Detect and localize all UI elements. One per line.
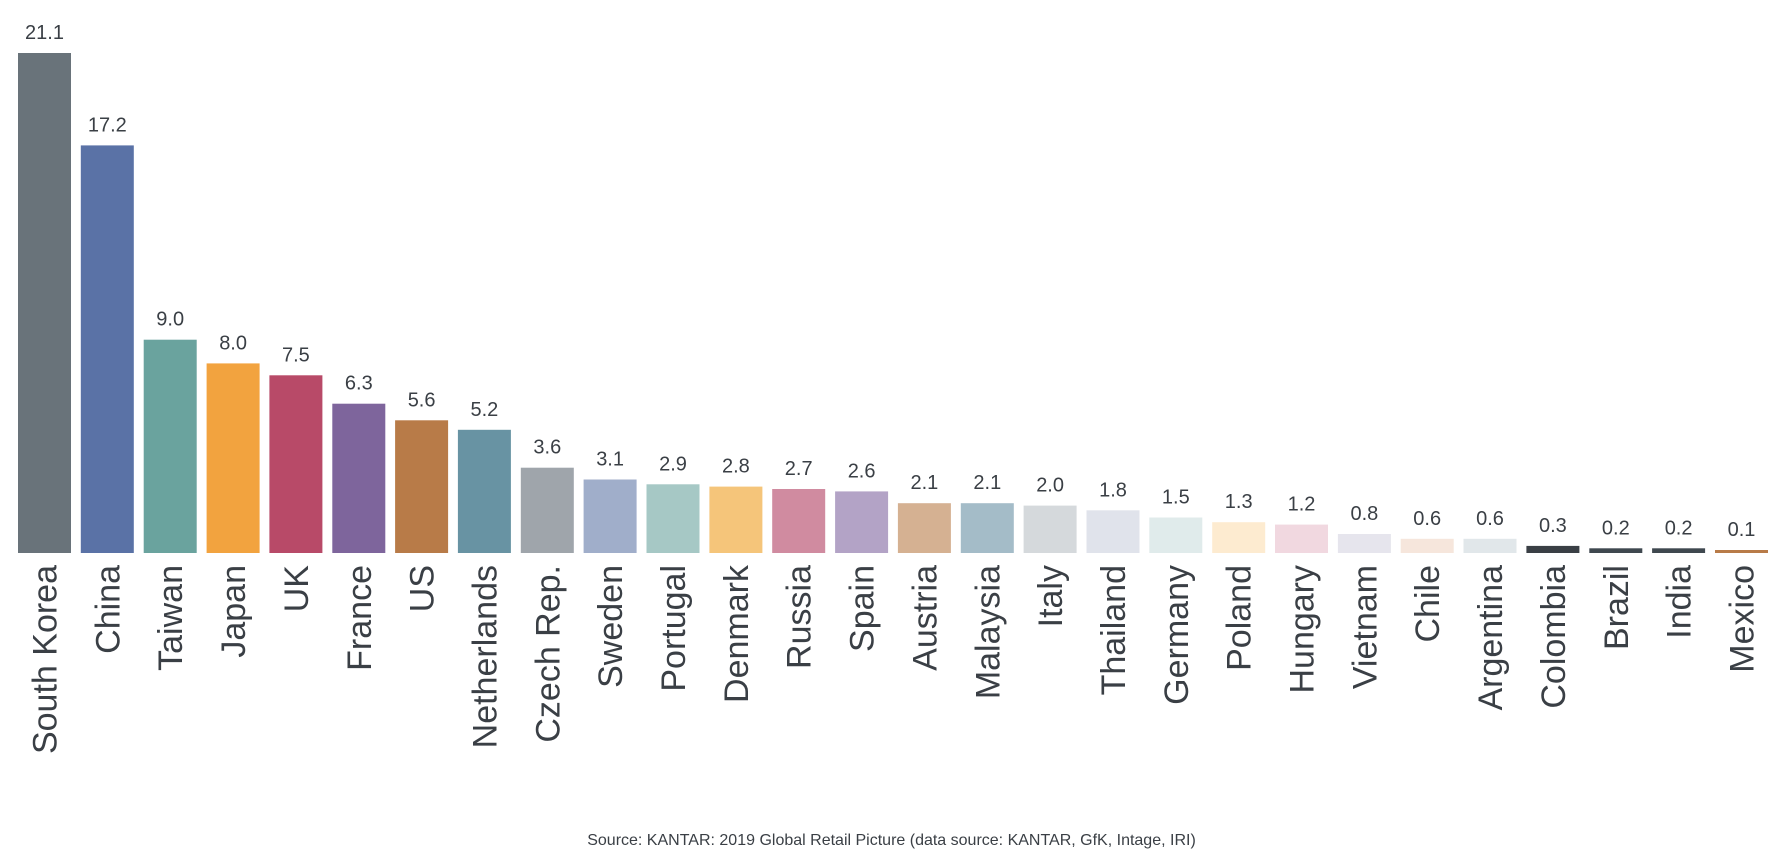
category-label: Austria xyxy=(906,565,944,671)
source-note: Source: KANTAR: 2019 Global Retail Pictu… xyxy=(587,832,1196,849)
value-label: 1.2 xyxy=(1288,494,1316,516)
bar-china xyxy=(80,145,134,553)
bar-germany xyxy=(1149,517,1203,553)
bars-group xyxy=(18,53,1768,553)
value-label: 3.6 xyxy=(533,437,561,459)
category-label: Hungary xyxy=(1284,565,1322,694)
bar-south-korea xyxy=(18,53,71,553)
category-label: Poland xyxy=(1221,565,1259,671)
value-label: 5.2 xyxy=(470,399,498,421)
category-label: Brazil xyxy=(1598,565,1636,650)
value-label: 1.8 xyxy=(1099,479,1127,501)
category-label: Colombia xyxy=(1535,565,1573,709)
bar-netherlands xyxy=(457,429,511,553)
value-label: 0.1 xyxy=(1728,519,1756,541)
value-label: 0.6 xyxy=(1413,508,1441,530)
category-label: Germany xyxy=(1158,565,1196,705)
bar-brazil xyxy=(1589,548,1643,553)
value-label: 2.1 xyxy=(910,472,938,494)
bar-austria xyxy=(897,503,951,553)
value-label: 2.7 xyxy=(785,458,813,480)
value-label: 0.2 xyxy=(1665,517,1693,539)
bar-mexico xyxy=(1715,550,1768,553)
category-label: India xyxy=(1661,565,1699,639)
value-label: 2.8 xyxy=(722,456,750,478)
bar-sweden xyxy=(583,479,637,553)
bar-argentina xyxy=(1463,538,1517,553)
bar-poland xyxy=(1212,522,1266,553)
value-label: 17.2 xyxy=(88,114,127,136)
value-labels-group: 21.1 17.2 9.0 8.0 7.5 6.3 5.6 5.2 3.6 3.1 2.9 2.8 2.… xyxy=(25,22,1755,541)
bar-thailand xyxy=(1086,510,1140,553)
bar-uk xyxy=(269,375,323,553)
value-label: 7.5 xyxy=(282,344,310,366)
category-label: Russia xyxy=(781,565,819,669)
category-label: US xyxy=(404,565,442,612)
bar-india xyxy=(1652,548,1706,553)
value-label: 21.1 xyxy=(25,22,64,44)
value-label: 2.0 xyxy=(1036,475,1064,497)
category-labels-group: South Korea China Taiwan Japan UK France US Net… xyxy=(27,564,1762,754)
category-label: Portugal xyxy=(655,565,693,692)
value-label: 1.3 xyxy=(1225,491,1253,513)
value-label: 8.0 xyxy=(219,332,247,354)
bar-taiwan xyxy=(143,339,197,553)
value-label: 9.0 xyxy=(156,309,184,331)
category-label: Sweden xyxy=(592,565,630,688)
category-label: UK xyxy=(278,565,316,613)
bar-spain xyxy=(835,491,889,553)
bar-japan xyxy=(206,363,260,553)
category-label: Malaysia xyxy=(969,565,1007,699)
value-label: 3.1 xyxy=(596,449,624,471)
category-label: Netherlands xyxy=(466,565,504,748)
value-label: 0.3 xyxy=(1539,515,1567,537)
bar-malaysia xyxy=(960,503,1014,553)
category-label: Japan xyxy=(215,565,253,658)
bar-czech-rep xyxy=(520,467,574,553)
category-label: Spain xyxy=(844,565,882,652)
bar-italy xyxy=(1023,505,1077,553)
value-label: 2.9 xyxy=(659,453,687,475)
category-label: Denmark xyxy=(718,564,756,703)
bar-denmark xyxy=(709,486,763,553)
category-label: Czech Rep. xyxy=(529,565,567,743)
category-label: China xyxy=(89,565,127,654)
value-label: 2.6 xyxy=(848,460,876,482)
bar-us xyxy=(395,420,449,553)
bar-vietnam xyxy=(1337,534,1391,553)
value-label: 0.8 xyxy=(1350,503,1378,525)
value-label: 0.2 xyxy=(1602,517,1630,539)
bar-russia xyxy=(772,489,826,553)
category-label: France xyxy=(341,565,379,671)
bar-portugal xyxy=(646,484,700,553)
category-label: Thailand xyxy=(1095,565,1133,695)
category-label: Vietnam xyxy=(1346,565,1384,689)
value-label: 1.5 xyxy=(1162,487,1190,509)
bar-france xyxy=(332,403,386,553)
bar-hungary xyxy=(1275,524,1328,553)
category-label: Taiwan xyxy=(152,565,190,671)
category-label: Italy xyxy=(1032,565,1070,627)
category-label: Argentina xyxy=(1472,565,1510,711)
value-label: 6.3 xyxy=(345,373,373,395)
category-label: Chile xyxy=(1409,565,1447,642)
bar-colombia xyxy=(1526,545,1580,553)
category-label: South Korea xyxy=(27,565,65,754)
bar-chile xyxy=(1400,538,1454,553)
category-label: Mexico xyxy=(1724,565,1762,673)
value-label: 2.1 xyxy=(973,472,1001,494)
value-label: 0.6 xyxy=(1476,508,1504,530)
value-label: 5.6 xyxy=(408,389,436,411)
